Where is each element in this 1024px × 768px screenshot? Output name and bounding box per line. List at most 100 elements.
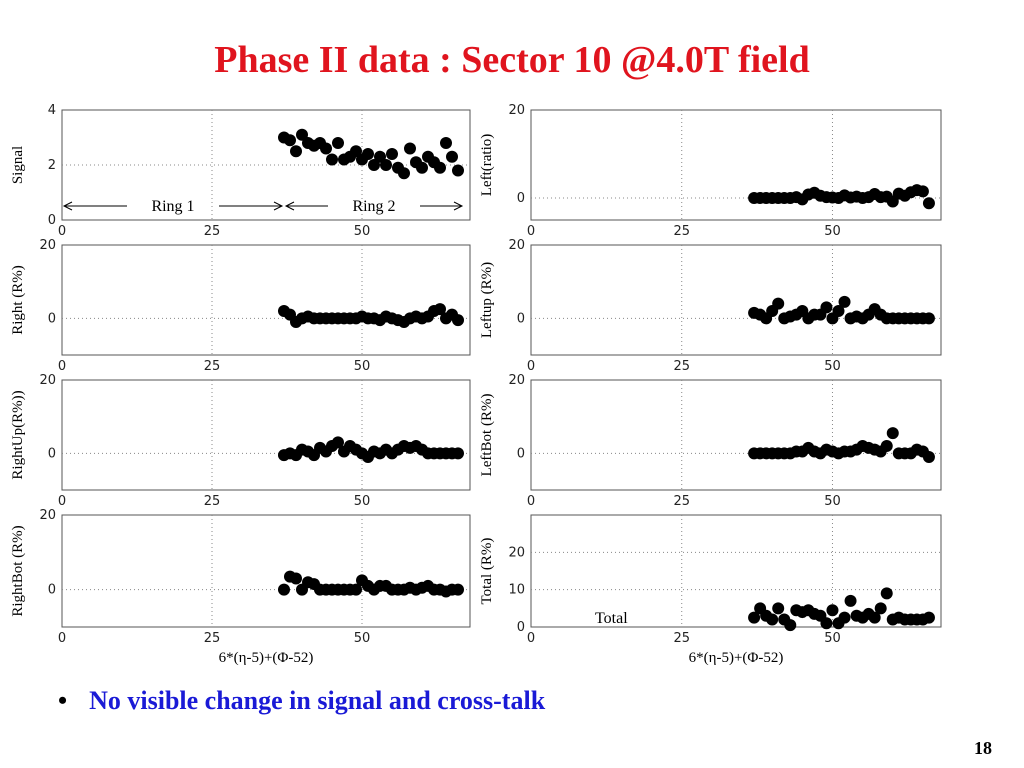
plot-frame <box>530 244 942 356</box>
data-point <box>766 613 779 626</box>
data-point <box>290 572 302 585</box>
chart-panel-4: 0 25 50 0 20 Leftup (R%) <box>479 238 942 374</box>
y-tick-label: 4 <box>48 103 56 118</box>
y-tick-label: 20 <box>39 373 56 388</box>
x-axis-label: 6*(η-5)+(Φ-52) <box>689 650 784 666</box>
y-tick-label: 0 <box>517 311 525 326</box>
y-tick-label: 0 <box>517 620 525 635</box>
data-point <box>350 583 362 596</box>
x-tick-label: 0 <box>58 359 66 374</box>
y-axis-label: RightUp(R%)) <box>10 390 26 479</box>
y-tick-label: 0 <box>517 191 525 206</box>
y-axis-label: Left(ratio) <box>479 134 495 196</box>
data-point <box>332 137 344 149</box>
data-point <box>320 142 332 155</box>
plot-frame <box>530 109 942 221</box>
slide-title: Phase II data : Sector 10 @4.0T field <box>214 39 810 81</box>
plot-frame <box>530 514 942 628</box>
data-point <box>826 604 839 617</box>
y-tick-label: 2 <box>48 158 56 173</box>
ring-annotation: Ring 1 <box>151 198 194 215</box>
y-tick-label: 0 <box>517 446 525 461</box>
data-point <box>374 150 386 163</box>
y-axis-label: RightBot (R%) <box>10 525 26 616</box>
ring-annotation: Ring 2 <box>352 198 395 215</box>
annotation-arrowhead <box>453 201 464 211</box>
x-tick-label: 25 <box>204 224 221 239</box>
page-number: 18 <box>974 738 992 758</box>
chart-panel-2: 0 25 50 0 20 Left(ratio) <box>479 103 942 239</box>
x-tick-label: 25 <box>673 631 690 646</box>
y-tick-label: 20 <box>39 508 56 523</box>
x-tick-label: 25 <box>204 631 221 646</box>
y-tick-label: 20 <box>508 103 525 118</box>
y-tick-label: 20 <box>508 238 525 253</box>
y-tick-label: 0 <box>48 583 56 598</box>
data-point <box>332 436 344 449</box>
x-axis-label: 6*(η-5)+(Φ-52) <box>219 650 314 666</box>
data-point <box>362 148 374 160</box>
plot-frame <box>61 514 471 628</box>
x-tick-label: 25 <box>673 494 690 509</box>
data-point <box>820 617 833 630</box>
x-tick-label: 25 <box>673 359 690 374</box>
total-annotation: Total <box>595 610 628 627</box>
chart-panel-8: 0 25 50 0 10 20 Total (R%) 6*(η-5)+(Φ-52) Total <box>479 514 942 666</box>
data-point <box>350 145 362 158</box>
data-point <box>380 159 392 171</box>
data-point <box>880 587 893 600</box>
chart-panel-1: 0 25 50 0 2 4 Signal Ring 1 Ring 2 <box>10 103 471 239</box>
y-tick-label: 20 <box>508 545 525 560</box>
data-point <box>916 185 929 198</box>
data-point <box>868 611 881 624</box>
plot-frame <box>530 379 942 491</box>
y-axis-label: Right (R%) <box>10 265 26 335</box>
x-tick-label: 25 <box>673 224 690 239</box>
x-tick-label: 50 <box>354 631 371 646</box>
data-point <box>838 611 851 624</box>
data-point <box>772 602 785 615</box>
x-tick-label: 50 <box>824 494 841 509</box>
x-tick-label: 50 <box>824 631 841 646</box>
data-point <box>922 611 935 624</box>
x-tick-label: 0 <box>58 494 66 509</box>
bullet-text: No visible change in signal and cross-ta… <box>89 686 546 715</box>
data-point <box>452 164 464 177</box>
x-tick-label: 25 <box>204 494 221 509</box>
data-point <box>452 583 464 596</box>
x-tick-label: 50 <box>354 224 371 239</box>
data-point <box>452 314 464 327</box>
data-point <box>416 161 428 174</box>
data-point <box>446 150 458 163</box>
data-point <box>386 148 398 160</box>
data-point <box>922 312 935 325</box>
data-point <box>404 142 416 155</box>
y-axis-label: LeftBot (R%) <box>479 394 495 477</box>
data-point <box>874 602 887 615</box>
data-point <box>922 197 935 210</box>
data-point <box>326 153 338 166</box>
x-tick-label: 0 <box>527 631 535 646</box>
y-tick-label: 20 <box>39 238 56 253</box>
data-point <box>452 447 464 460</box>
data-point <box>838 295 851 308</box>
chart-panel-5: 0 25 50 0 20 RightUp(R%)) <box>10 373 471 509</box>
data-point <box>440 137 452 149</box>
data-point <box>434 161 446 174</box>
data-point <box>748 611 761 624</box>
y-axis-label: Signal <box>10 146 26 184</box>
data-point <box>784 619 797 632</box>
data-point <box>368 159 380 171</box>
x-tick-label: 50 <box>354 359 371 374</box>
plot-frame <box>61 244 471 356</box>
x-tick-label: 0 <box>527 494 535 509</box>
data-point <box>844 594 857 607</box>
data-point <box>398 167 410 180</box>
data-point <box>296 128 308 141</box>
data-point <box>922 451 935 463</box>
y-tick-label: 0 <box>48 213 56 228</box>
x-tick-label: 0 <box>527 359 535 374</box>
x-tick-label: 0 <box>58 631 66 646</box>
x-tick-label: 50 <box>824 224 841 239</box>
